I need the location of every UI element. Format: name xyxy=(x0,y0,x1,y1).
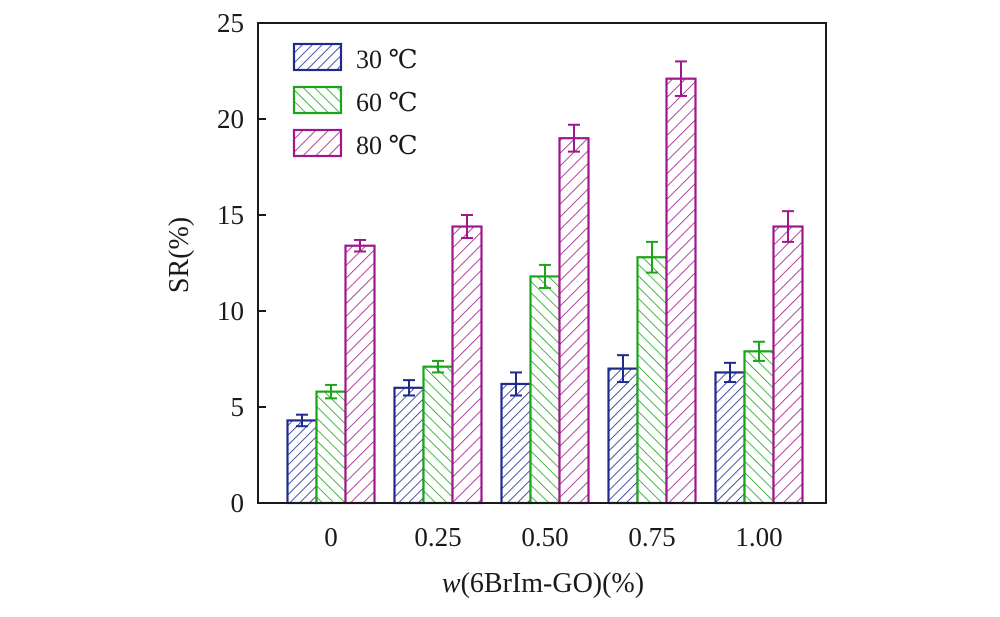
error-bar-2-3 xyxy=(675,60,687,97)
axes-layer: 0 5 10 15 20 25 0 0.25 0.50 0.75 1.00 xyxy=(217,8,827,552)
error-bar-0-0 xyxy=(296,413,308,428)
bar-30C-0 xyxy=(286,419,318,505)
bar-80C-0 xyxy=(344,244,376,505)
legend-swatch xyxy=(292,42,343,72)
bar-30C-0.50 xyxy=(500,382,532,505)
error-bar-0-1 xyxy=(403,379,415,397)
error-bar-2-1 xyxy=(461,214,473,240)
y-tick-label: 20 xyxy=(217,104,244,134)
error-bar-2-4 xyxy=(782,210,794,243)
y-tick-label: 25 xyxy=(217,8,244,38)
x-axis-title-variable: w xyxy=(442,568,461,599)
bar-60C-0.50 xyxy=(529,275,561,505)
x-axis-title: w(6BrIm-GO)(%) xyxy=(442,568,644,599)
x-tick-label: 1.00 xyxy=(735,522,782,552)
legend-label: 80 ℃ xyxy=(356,131,418,160)
bar-80C-0.75 xyxy=(665,77,697,505)
y-tick-label: 0 xyxy=(231,488,245,518)
x-tick-label: 0 xyxy=(324,522,338,552)
legend-label: 60 ℃ xyxy=(356,88,418,117)
legend-swatch xyxy=(292,128,343,158)
bar-30C-0.25 xyxy=(393,386,425,505)
bar-60C-1.00 xyxy=(743,350,775,505)
bar-60C-0.25 xyxy=(422,365,454,505)
error-bar-2-0 xyxy=(354,238,366,253)
legend-label: 30 ℃ xyxy=(356,45,418,74)
legend: 30 ℃ 60 ℃ 80 ℃ xyxy=(292,42,418,160)
y-tick-label: 15 xyxy=(217,200,244,230)
bar-60C-0 xyxy=(315,390,347,505)
plot-frame xyxy=(257,22,827,504)
bar-30C-1.00 xyxy=(714,371,746,505)
y-tick-label: 5 xyxy=(231,392,245,422)
legend-swatch xyxy=(292,85,343,115)
bar-30C-0.75 xyxy=(607,367,639,505)
error-bar-2-2 xyxy=(568,123,580,153)
y-axis-title: SR(%) xyxy=(164,217,195,293)
error-bar-1-0 xyxy=(325,383,337,400)
error-bar-1-2 xyxy=(539,263,551,289)
x-tick-label: 0.50 xyxy=(521,522,568,552)
bar-80C-1.00 xyxy=(772,225,804,505)
error-bar-1-3 xyxy=(646,240,658,274)
bar-60C-0.75 xyxy=(636,256,668,505)
x-axis-title-rest: (6BrIm-GO)(%) xyxy=(461,568,645,599)
x-tick-label: 0.25 xyxy=(414,522,461,552)
error-bar-0-4 xyxy=(724,361,736,384)
bar-80C-0.50 xyxy=(558,137,590,505)
bar-80C-0.25 xyxy=(451,225,483,505)
bars-layer xyxy=(286,60,804,505)
error-bar-1-1 xyxy=(432,359,444,374)
error-bar-0-2 xyxy=(510,371,522,397)
error-bar-1-4 xyxy=(753,340,765,362)
x-tick-label: 0.75 xyxy=(628,522,675,552)
error-bar-0-3 xyxy=(617,354,629,384)
y-tick-label: 10 xyxy=(217,296,244,326)
